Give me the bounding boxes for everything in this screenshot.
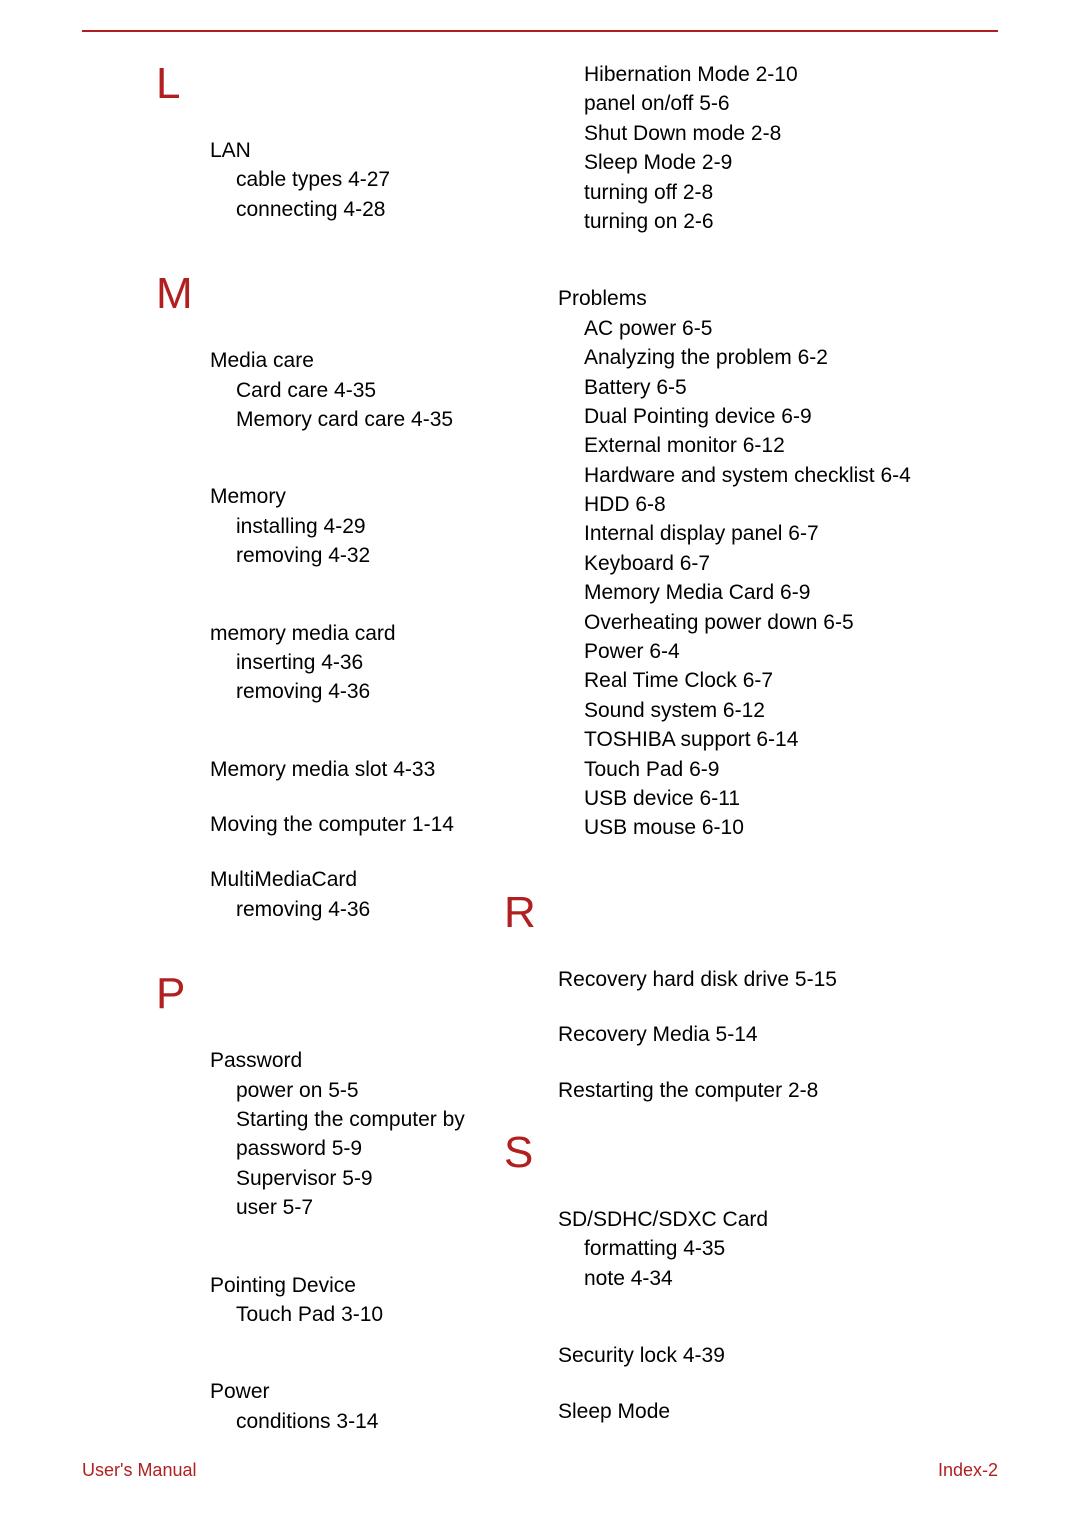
index-sub: removing 4-32	[210, 541, 520, 570]
index-group-memory-media-card: memory media card inserting 4-36 removin…	[210, 619, 520, 707]
index-content: L LAN cable types 4-27 connecting 4-28 M…	[82, 56, 998, 1484]
right-column: Hibernation Mode 2-10 panel on/off 5-6 S…	[540, 56, 998, 1484]
section-letter-p: P	[156, 972, 520, 1016]
index-sub: inserting 4-36	[210, 648, 520, 677]
index-sub: conditions 3-14	[210, 1407, 520, 1436]
section-letter-l: L	[156, 62, 520, 106]
index-group-multimediacard: MultiMediaCard removing 4-36	[210, 865, 520, 924]
index-head: Recovery Media 5-14	[558, 1020, 978, 1049]
index-head: Media care	[210, 346, 520, 375]
index-sub: turning off 2-8	[558, 178, 978, 207]
index-sub: Supervisor 5-9	[210, 1164, 520, 1193]
index-sub: turning on 2-6	[558, 207, 978, 236]
index-group-problems: Problems AC power 6-5 Analyzing the prob…	[558, 284, 978, 842]
index-sub: power on 5-5	[210, 1076, 520, 1105]
index-sub: Starting the computer by password 5-9	[210, 1105, 520, 1164]
index-sub: TOSHIBA support 6-14	[558, 725, 978, 754]
index-sub: cable types 4-27	[210, 165, 520, 194]
index-sub: Keyboard 6-7	[558, 549, 978, 578]
index-group: Sleep Mode	[558, 1397, 978, 1426]
index-head: Sleep Mode	[558, 1397, 978, 1426]
index-group-media-care: Media care Card care 4-35 Memory card ca…	[210, 346, 520, 434]
index-group: Restarting the computer 2-8	[558, 1076, 978, 1105]
index-head: Moving the computer 1-14	[210, 810, 520, 839]
index-sub: note 4-34	[558, 1264, 978, 1293]
index-sub: Dual Pointing device 6-9	[558, 402, 978, 431]
index-head: Password	[210, 1046, 520, 1075]
index-sub: removing 4-36	[210, 677, 520, 706]
index-group: Recovery hard disk drive 5-15	[558, 965, 978, 994]
index-head: Memory	[210, 482, 520, 511]
index-head: memory media card	[210, 619, 520, 648]
index-group-pointing-device: Pointing Device Touch Pad 3-10	[210, 1271, 520, 1330]
section-letter-r: R	[504, 891, 978, 935]
index-head: MultiMediaCard	[210, 865, 520, 894]
index-sub: Memory Media Card 6-9	[558, 578, 978, 607]
index-sub: Overheating power down 6-5	[558, 608, 978, 637]
index-head: Restarting the computer 2-8	[558, 1076, 978, 1105]
index-group-sd-card: SD/SDHC/SDXC Card formatting 4-35 note 4…	[558, 1205, 978, 1293]
index-head: Pointing Device	[210, 1271, 520, 1300]
index-sub: AC power 6-5	[558, 314, 978, 343]
index-sub: Analyzing the problem 6-2	[558, 343, 978, 372]
section-letter-s: S	[504, 1131, 978, 1175]
index-sub: Shut Down mode 2-8	[558, 119, 978, 148]
index-sub: user 5-7	[210, 1193, 520, 1222]
index-sub: Hardware and system checklist 6-4	[558, 461, 978, 490]
top-rule	[82, 30, 998, 32]
index-sub: Touch Pad 6-9	[558, 755, 978, 784]
index-sub: USB mouse 6-10	[558, 813, 978, 842]
index-sub: Touch Pad 3-10	[210, 1300, 520, 1329]
index-head: Security lock 4-39	[558, 1341, 978, 1370]
index-sub: USB device 6-11	[558, 784, 978, 813]
index-group-power: Power conditions 3-14	[210, 1377, 520, 1436]
index-sub: Memory card care 4-35	[210, 405, 520, 434]
index-sub: Internal display panel 6-7	[558, 519, 978, 548]
footer-left: User's Manual	[82, 1460, 196, 1481]
index-head: Power	[210, 1377, 520, 1406]
index-head: Memory media slot 4-33	[210, 755, 520, 784]
index-sub: connecting 4-28	[210, 195, 520, 224]
index-head: LAN	[210, 136, 520, 165]
footer-right: Index-2	[938, 1460, 998, 1481]
index-sub: formatting 4-35	[558, 1234, 978, 1263]
index-head: Problems	[558, 284, 978, 313]
page: L LAN cable types 4-27 connecting 4-28 M…	[0, 0, 1080, 1521]
index-sub: Sleep Mode 2-9	[558, 148, 978, 177]
left-column: L LAN cable types 4-27 connecting 4-28 M…	[82, 56, 540, 1484]
index-sub: HDD 6-8	[558, 490, 978, 519]
index-group: Moving the computer 1-14	[210, 810, 520, 839]
index-group: Security lock 4-39	[558, 1341, 978, 1370]
index-sub: Sound system 6-12	[558, 696, 978, 725]
index-group-password: Password power on 5-5 Starting the compu…	[210, 1046, 520, 1222]
index-sub: External monitor 6-12	[558, 431, 978, 460]
index-sub: panel on/off 5-6	[558, 89, 978, 118]
index-group-memory: Memory installing 4-29 removing 4-32	[210, 482, 520, 570]
index-sub: Hibernation Mode 2-10	[558, 60, 978, 89]
index-sub: removing 4-36	[210, 895, 520, 924]
index-group: Recovery Media 5-14	[558, 1020, 978, 1049]
index-sub: Real Time Clock 6-7	[558, 666, 978, 695]
index-group-power-cont: Hibernation Mode 2-10 panel on/off 5-6 S…	[558, 60, 978, 236]
index-sub: installing 4-29	[210, 512, 520, 541]
index-head: Recovery hard disk drive 5-15	[558, 965, 978, 994]
index-head: SD/SDHC/SDXC Card	[558, 1205, 978, 1234]
index-sub: Power 6-4	[558, 637, 978, 666]
index-sub: Battery 6-5	[558, 373, 978, 402]
page-footer: User's Manual Index-2	[82, 1460, 998, 1481]
index-group-lan: LAN cable types 4-27 connecting 4-28	[210, 136, 520, 224]
section-letter-m: M	[156, 272, 520, 316]
index-sub: Card care 4-35	[210, 376, 520, 405]
index-group: Memory media slot 4-33	[210, 755, 520, 784]
